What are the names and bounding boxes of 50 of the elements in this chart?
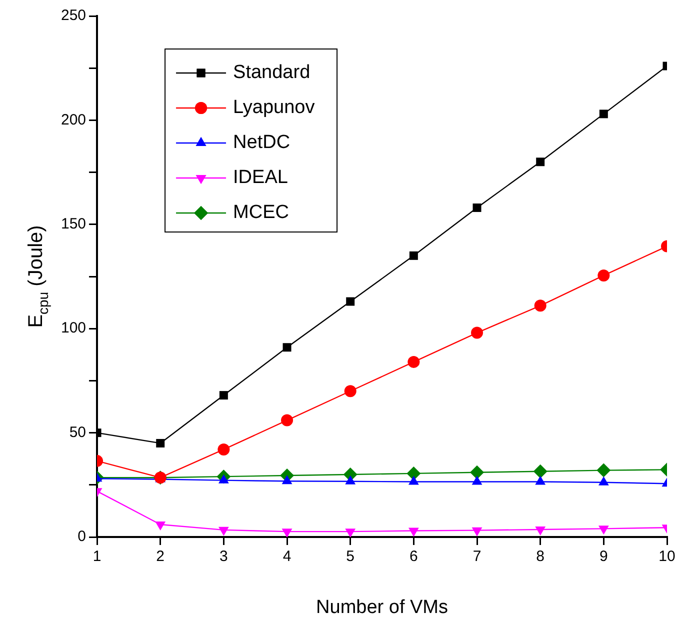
point [472,527,482,536]
point [282,343,292,352]
point [534,300,546,312]
point [598,269,610,282]
point [406,466,421,480]
x-tick-label: 7 [472,548,482,566]
y-tick-label: 0 [78,528,86,546]
y-axis-title: Ecpu (Joule) [25,225,52,328]
point [599,110,608,118]
y-tick-label: 150 [60,216,86,233]
point [596,463,611,478]
legend-label: Lyapunov [233,97,316,118]
x-tick-label: 4 [282,548,292,566]
x-tick-label: 5 [346,548,355,566]
point [536,158,545,166]
x-tick-label: 6 [410,548,418,566]
point [471,326,484,339]
x-tick-label: 2 [156,548,165,566]
point [156,438,165,448]
x-tick-label: 3 [220,548,228,566]
legend-label: NetDC [233,132,290,154]
point [344,385,356,398]
point [598,526,609,535]
point [470,465,484,480]
point [408,356,420,368]
x-tick-label: 9 [600,548,608,566]
legend-label: IDEAL [233,167,288,188]
point [282,528,292,537]
point [218,443,230,456]
x-tick-label: 1 [92,548,102,566]
point [346,297,355,306]
point [219,391,228,400]
point [345,528,356,537]
point [472,203,482,212]
legend-label: MCEC [233,202,289,224]
legend-label: Standard [233,62,310,84]
point [533,464,548,478]
y-tick-label: 250 [60,7,86,24]
point [155,521,166,530]
point [409,251,418,260]
y-tick-label: 200 [60,111,86,128]
point [281,414,294,426]
x-tick-label: 8 [536,548,545,566]
point [535,526,546,536]
y-tick-label: 50 [69,424,86,441]
point [218,526,229,536]
x-axis-title: Number of VMs [316,597,448,617]
y-tick-label: 100 [60,320,86,337]
x-tick-label: 10 [658,548,676,566]
point [408,528,419,537]
